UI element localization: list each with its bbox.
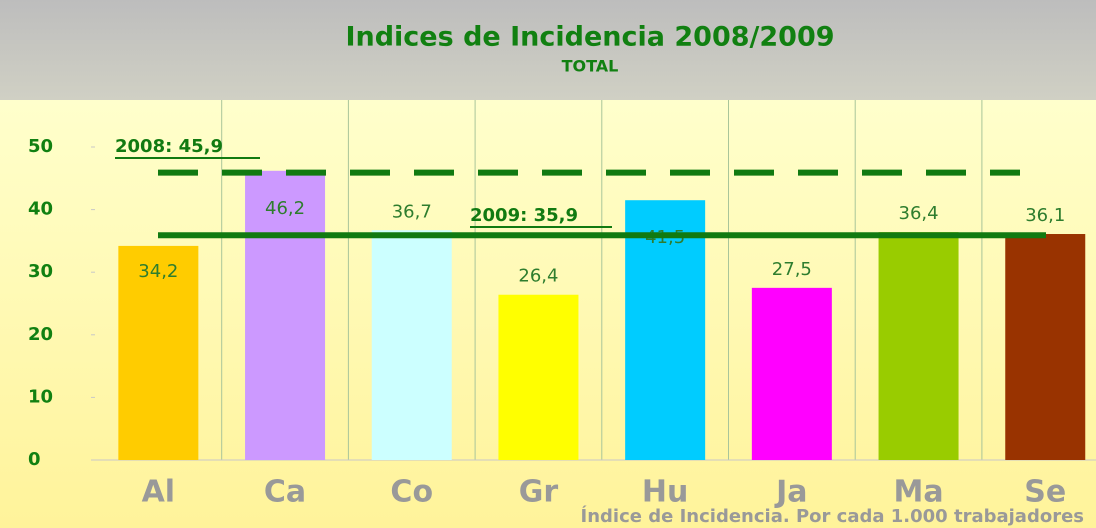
y-tick-label: 10 <box>28 386 53 407</box>
x-tick-label: Co <box>390 475 433 510</box>
bar <box>118 245 199 460</box>
value-label: 46,2 <box>265 198 305 219</box>
x-tick-label: Ma <box>893 475 943 510</box>
y-tick-label: 0 <box>28 449 41 470</box>
y-tick-label: 40 <box>28 199 53 220</box>
y-tick-label: 50 <box>28 136 53 157</box>
value-label: 36,4 <box>899 203 939 224</box>
x-tick-label: Se <box>1024 475 1066 510</box>
x-tick-label: Ja <box>774 475 807 510</box>
bar <box>1005 234 1086 460</box>
bar <box>878 232 959 460</box>
value-label: 26,4 <box>518 266 558 287</box>
footnote: Índice de Incidencia. Por cada 1.000 tra… <box>581 505 1084 527</box>
y-tick-label: 30 <box>28 261 53 282</box>
header-band <box>0 0 1096 100</box>
bar <box>245 170 326 460</box>
x-tick-label: Al <box>142 475 176 510</box>
chart-title: Indices de Incidencia 2008/2009 <box>345 22 834 53</box>
x-tick-label: Gr <box>519 475 559 510</box>
bar <box>751 287 832 460</box>
chart-subtitle: TOTAL <box>562 57 619 76</box>
value-label: 36,7 <box>392 201 432 222</box>
value-label: 34,2 <box>138 261 178 282</box>
value-label: 36,1 <box>1025 205 1065 226</box>
reference-label: 2008: 45,9 <box>115 136 223 157</box>
x-tick-label: Ca <box>264 475 306 510</box>
bar <box>498 294 579 460</box>
y-tick-label: 20 <box>28 324 53 345</box>
value-label: 27,5 <box>772 259 812 280</box>
bar <box>625 200 706 460</box>
bar <box>371 230 452 460</box>
reference-label: 2009: 35,9 <box>470 205 578 226</box>
x-tick-label: Hu <box>642 475 688 510</box>
